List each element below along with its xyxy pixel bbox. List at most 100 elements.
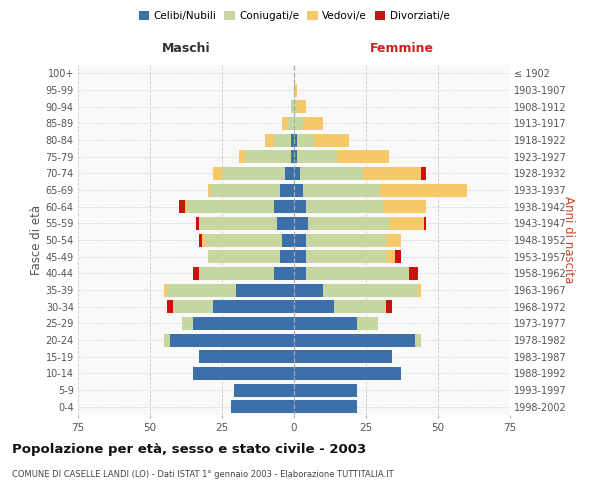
Bar xyxy=(265,134,274,146)
Bar xyxy=(193,267,199,280)
Bar xyxy=(286,167,294,180)
Bar xyxy=(294,134,297,146)
Bar xyxy=(274,134,291,146)
Text: Maschi: Maschi xyxy=(161,42,211,55)
Bar xyxy=(314,134,349,146)
Bar xyxy=(291,100,294,113)
Bar xyxy=(386,250,395,263)
Bar xyxy=(418,284,421,296)
Text: Popolazione per età, sesso e stato civile - 2003: Popolazione per età, sesso e stato civil… xyxy=(12,442,366,456)
Legend: Celibi/Nubili, Coniugati/e, Vedovi/e, Divorziati/e: Celibi/Nubili, Coniugati/e, Vedovi/e, Di… xyxy=(134,7,454,26)
Bar xyxy=(294,250,305,263)
Bar xyxy=(337,150,389,163)
Y-axis label: Anni di nascita: Anni di nascita xyxy=(562,196,575,284)
Bar xyxy=(294,200,305,213)
Bar xyxy=(395,250,401,263)
Bar xyxy=(274,200,294,213)
Y-axis label: Fasce di età: Fasce di età xyxy=(29,205,43,275)
Bar xyxy=(302,117,323,130)
Bar xyxy=(208,250,280,263)
Bar xyxy=(214,300,294,313)
Bar xyxy=(386,300,392,313)
Bar xyxy=(208,184,211,196)
Bar xyxy=(297,134,314,146)
Bar xyxy=(230,400,294,413)
Bar xyxy=(294,400,358,413)
Bar xyxy=(358,317,377,330)
Bar xyxy=(323,284,418,296)
Bar xyxy=(233,384,294,396)
Bar xyxy=(294,267,305,280)
Bar xyxy=(280,184,294,196)
Bar xyxy=(294,317,358,330)
Bar xyxy=(211,184,280,196)
Bar xyxy=(280,250,294,263)
Bar xyxy=(291,150,294,163)
Bar xyxy=(205,234,283,246)
Text: Femmine: Femmine xyxy=(370,42,434,55)
Bar xyxy=(222,167,286,180)
Bar xyxy=(424,217,427,230)
Bar xyxy=(363,167,421,180)
Bar xyxy=(308,217,389,230)
Bar xyxy=(294,117,302,130)
Bar xyxy=(294,350,392,363)
Bar xyxy=(173,300,214,313)
Bar xyxy=(294,184,302,196)
Bar xyxy=(187,200,274,213)
Bar xyxy=(294,217,308,230)
Bar xyxy=(182,317,193,330)
Bar xyxy=(294,167,300,180)
Bar xyxy=(297,100,305,113)
Bar xyxy=(302,184,380,196)
Bar xyxy=(167,284,236,296)
Bar xyxy=(236,284,294,296)
Bar xyxy=(294,284,323,296)
Bar xyxy=(389,217,424,230)
Bar xyxy=(202,234,205,246)
Bar xyxy=(196,217,199,230)
Bar xyxy=(294,84,297,96)
Bar xyxy=(294,334,415,346)
Bar xyxy=(199,267,274,280)
Bar xyxy=(199,217,277,230)
Bar xyxy=(305,267,409,280)
Bar xyxy=(214,167,222,180)
Bar xyxy=(294,384,358,396)
Bar xyxy=(294,100,297,113)
Bar xyxy=(294,367,401,380)
Bar xyxy=(239,150,245,163)
Bar xyxy=(294,150,297,163)
Bar xyxy=(380,184,467,196)
Bar xyxy=(245,150,291,163)
Bar xyxy=(305,234,386,246)
Bar xyxy=(193,367,294,380)
Bar xyxy=(294,300,334,313)
Bar xyxy=(288,117,294,130)
Bar xyxy=(294,234,305,246)
Bar xyxy=(297,150,337,163)
Bar xyxy=(164,284,167,296)
Bar xyxy=(274,267,294,280)
Bar xyxy=(193,317,294,330)
Bar xyxy=(167,300,173,313)
Bar xyxy=(291,134,294,146)
Bar xyxy=(334,300,386,313)
Bar xyxy=(283,117,288,130)
Bar xyxy=(421,167,427,180)
Bar xyxy=(409,267,418,280)
Text: COMUNE DI CASELLE LANDI (LO) - Dati ISTAT 1° gennaio 2003 - Elaborazione TUTTITA: COMUNE DI CASELLE LANDI (LO) - Dati ISTA… xyxy=(12,470,394,479)
Bar xyxy=(300,167,363,180)
Bar xyxy=(164,334,170,346)
Bar xyxy=(415,334,421,346)
Bar xyxy=(185,200,187,213)
Bar xyxy=(305,200,383,213)
Bar xyxy=(199,234,202,246)
Bar xyxy=(283,234,294,246)
Bar xyxy=(383,200,427,213)
Bar xyxy=(305,250,386,263)
Bar xyxy=(179,200,185,213)
Bar xyxy=(386,234,401,246)
Bar xyxy=(199,350,294,363)
Bar xyxy=(277,217,294,230)
